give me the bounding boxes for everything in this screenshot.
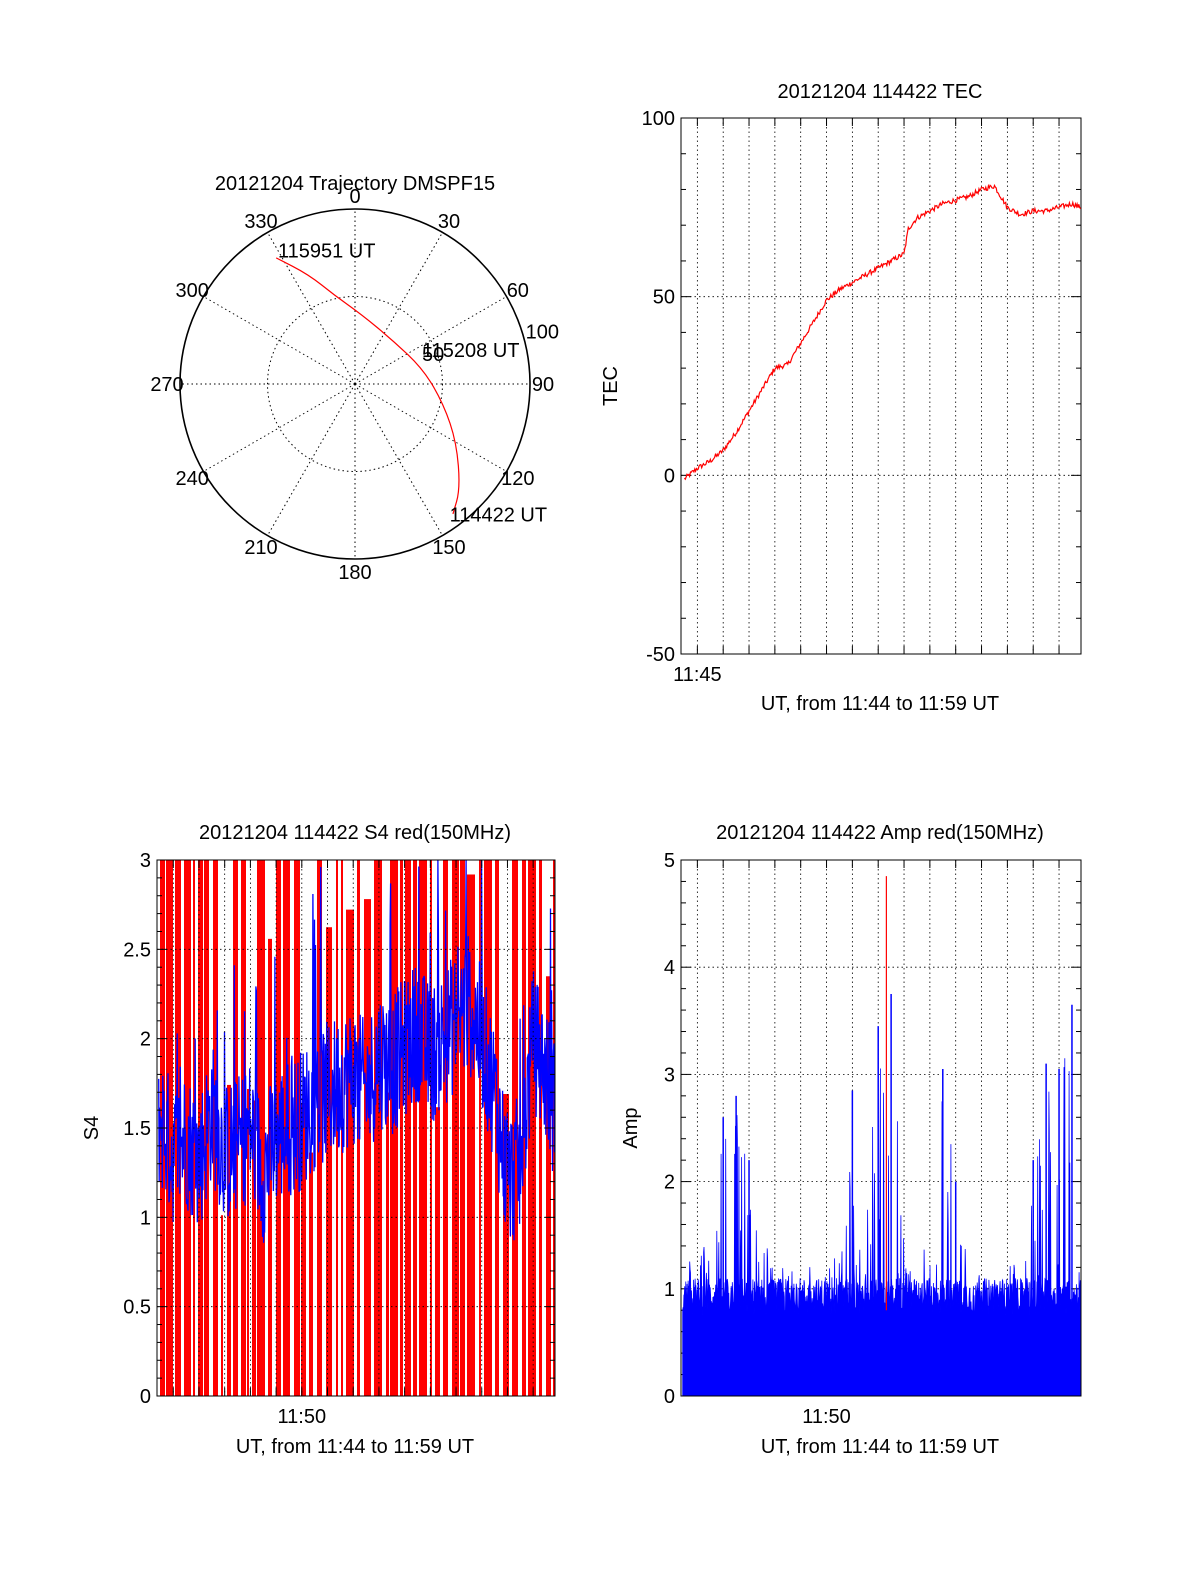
- trajectory-annotation: 115951 UT: [278, 241, 375, 263]
- y-tick-label: 2: [140, 1029, 151, 1051]
- s4-red-bar: [247, 1089, 249, 1396]
- s4-red-bar: [166, 860, 173, 1396]
- y-tick-label: 0: [664, 465, 675, 487]
- y-tick-label: 3: [664, 1064, 675, 1086]
- y-tick-label: 4: [664, 957, 675, 979]
- polar-angle-label: 0: [349, 186, 360, 208]
- polar-angle-label: 90: [532, 374, 554, 396]
- s4-title: 20121204 114422 S4 red(150MHz): [199, 822, 511, 844]
- tec-plot-frame: [680, 117, 1082, 655]
- amp-blue-bars: [682, 994, 1082, 1397]
- x-tick-label: 11:45: [673, 664, 722, 686]
- s4-y-tick-labels: 0 0.5 1 1.5 2 2.5 3: [123, 850, 151, 1408]
- y-tick-label: 50: [653, 287, 675, 309]
- polar-spoke: [267, 383, 356, 536]
- s4-red-bar: [227, 1084, 231, 1396]
- amp-title: 20121204 114422 Amp red(150MHz): [716, 822, 1044, 844]
- tec-series-line: [683, 183, 1082, 481]
- polar-angle-label: 240: [175, 468, 208, 490]
- s4-red-bar: [546, 976, 551, 1396]
- y-tick-label: 1.5: [123, 1118, 151, 1140]
- s4-chart: 20121204 114422 S4 red(150MHz) 0 0.5 1 1.5 2…: [81, 822, 556, 1458]
- x-tick-label: 11:50: [278, 1406, 327, 1428]
- s4-red-bar: [405, 860, 411, 1396]
- amp-y-axis-label: Amp: [620, 1107, 642, 1148]
- polar-angle-label: 180: [338, 562, 371, 584]
- s4-grid: [157, 859, 555, 1397]
- tec-y-tick-labels: -50 0 50 100: [642, 108, 675, 666]
- polar-angle-label: 210: [244, 537, 277, 559]
- polar-angle-label: 60: [507, 280, 529, 302]
- s4-red-bar: [252, 1100, 256, 1396]
- tec-title: 20121204 114422 TEC: [778, 81, 983, 103]
- s4-red-bar: [301, 1102, 306, 1396]
- y-tick-label: 5: [664, 850, 675, 872]
- s4-red-bar: [346, 909, 354, 1396]
- s4-red-bar: [467, 874, 475, 1396]
- trajectory-annotations: 115951 UT 115208 UT 114422 UT: [278, 241, 547, 527]
- polar-title: 20121204 Trajectory DMSPF15: [215, 173, 495, 195]
- s4-red-bar: [184, 860, 191, 1396]
- polar-angle-label: 150: [432, 537, 465, 559]
- y-tick-label: -50: [646, 644, 675, 666]
- s4-red-bar: [479, 860, 481, 1396]
- s4-red-bar: [460, 860, 465, 1396]
- s4-plot-frame: [156, 859, 556, 1397]
- tec-chart: 20121204 114422 TEC -50 0 50 100 11:45 UT, …: [600, 81, 1082, 715]
- amp-x-tick-labels: 11:50: [802, 1406, 851, 1428]
- polar-outer-circle: [179, 208, 531, 560]
- y-tick-label: 0.5: [123, 1297, 151, 1319]
- trajectory-line: [275, 257, 460, 515]
- tec-x-tick-labels: 11:45: [673, 664, 722, 686]
- amp-chart: 20121204 114422 Amp red(150MHz) 0 1 2 3 4 5 1…: [620, 822, 1082, 1458]
- polar-radial-labels: 50 100: [422, 322, 559, 366]
- s4-red-bar: [390, 860, 398, 1396]
- trajectory-polar-chart: 20121204 Trajectory DMSPF15 0 30 60 90 120 15…: [150, 173, 559, 584]
- s4-x-tick-labels: 11:50: [278, 1406, 327, 1428]
- s4-red-bar: [435, 1107, 440, 1396]
- polar-angle-label: 300: [175, 280, 208, 302]
- s4-red-bar: [326, 927, 332, 1396]
- y-tick-label: 3: [140, 850, 151, 872]
- y-tick-label: 100: [642, 108, 675, 130]
- polar-angle-label: 30: [438, 211, 460, 233]
- polar-radial-label: 50: [422, 344, 444, 366]
- amp-plot-frame: [680, 859, 1082, 1397]
- y-tick-label: 2.5: [123, 939, 151, 961]
- tec-x-axis-label: UT, from 11:44 to 11:59 UT: [761, 693, 999, 715]
- y-tick-label: 1: [140, 1207, 151, 1229]
- s4-red-bar: [364, 899, 371, 1396]
- polar-angle-label: 120: [501, 468, 534, 490]
- polar-grid: [179, 208, 531, 560]
- trajectory-annotation: 115208 UT: [422, 340, 519, 362]
- y-tick-label: 0: [664, 1386, 675, 1408]
- s4-y-axis-label: S4: [81, 1116, 103, 1140]
- polar-radial-label: 100: [526, 322, 559, 344]
- x-tick-label: 11:50: [802, 1406, 851, 1428]
- tec-grid: [681, 117, 1081, 655]
- s4-red-bar: [221, 1215, 223, 1396]
- tec-y-axis-label: TEC: [600, 366, 622, 406]
- polar-angle-labels: 0 30 60 90 120 150 180 210 240 270 300 330: [150, 186, 554, 584]
- s4-blue-line: [158, 859, 556, 1243]
- y-tick-label: 0: [140, 1386, 151, 1408]
- trajectory-annotation: 114422 UT: [450, 504, 547, 526]
- y-tick-label: 1: [664, 1279, 675, 1301]
- s4-red-bar: [503, 1094, 509, 1396]
- s4-x-axis-label: UT, from 11:44 to 11:59 UT: [236, 1436, 474, 1458]
- amp-x-axis-label: UT, from 11:44 to 11:59 UT: [761, 1436, 999, 1458]
- y-tick-label: 2: [664, 1172, 675, 1194]
- polar-spoke: [203, 383, 356, 472]
- amp-y-tick-labels: 0 1 2 3 4 5: [664, 850, 675, 1408]
- polar-inner-circle: [267, 296, 443, 472]
- s4-red-bar: [430, 860, 432, 1396]
- s4-red-bar: [386, 1092, 389, 1396]
- s4-red-bar: [309, 1152, 313, 1396]
- polar-angle-label: 330: [244, 211, 277, 233]
- polar-angle-label: 270: [150, 374, 183, 396]
- s4-red-bar: [268, 938, 272, 1396]
